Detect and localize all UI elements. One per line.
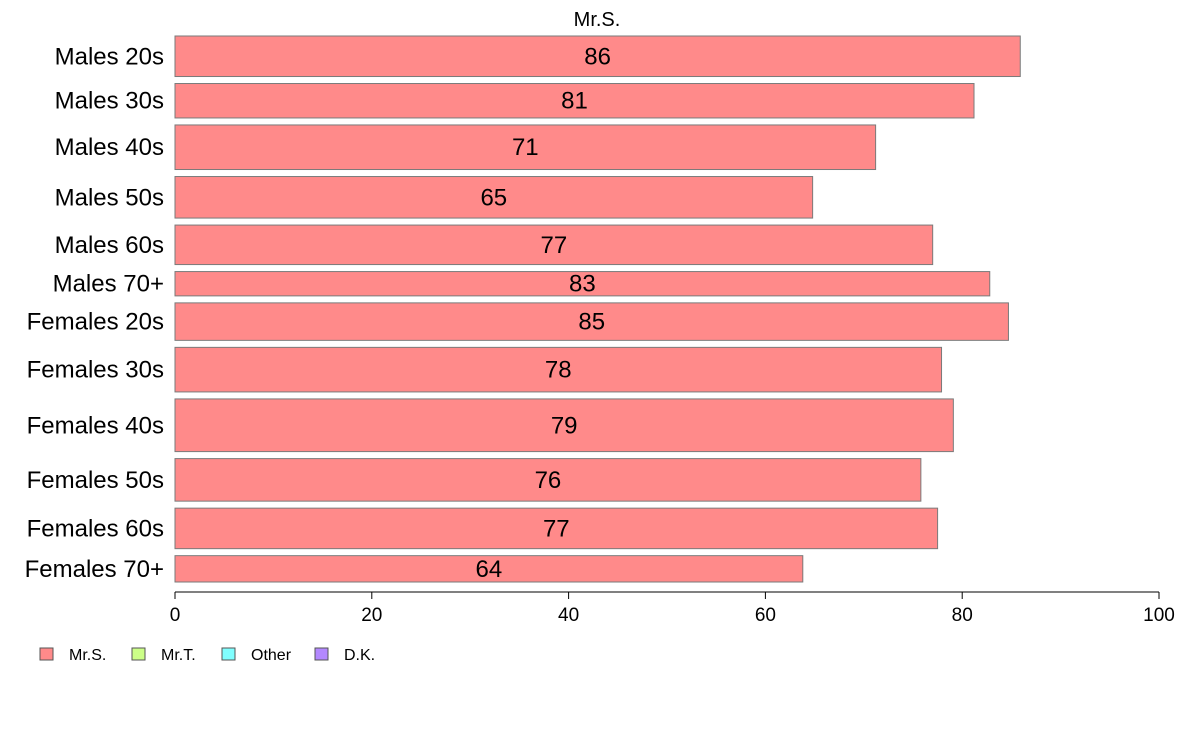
bar-value-label-1: 81 (561, 88, 588, 115)
category-label-10: Females 60s (27, 515, 164, 542)
bar-value-label-9: 76 (535, 467, 562, 494)
category-label-7: Females 30s (27, 357, 164, 384)
legend-swatch-2 (221, 647, 236, 661)
legend-label-1: Mr.T. (161, 647, 196, 664)
legend-label-3: D.K. (344, 647, 375, 664)
bar-value-label-0: 86 (584, 43, 611, 70)
bars-group (174, 35, 1021, 583)
category-label-6: Females 20s (27, 309, 164, 336)
bar-value-label-6: 85 (578, 309, 605, 336)
category-label-9: Females 50s (27, 467, 164, 494)
bar-9 (174, 458, 922, 502)
x-tick-label-3: 60 (755, 605, 776, 626)
bar-10 (174, 507, 939, 550)
x-tick-label-1: 20 (361, 605, 382, 626)
category-label-4: Males 60s (55, 232, 164, 259)
bar-5 (174, 271, 991, 297)
category-label-5: Males 70+ (53, 271, 164, 298)
category-label-2: Males 40s (55, 134, 164, 161)
bar-0 (174, 35, 1021, 78)
bar-value-label-7: 78 (545, 357, 572, 384)
bar-8 (174, 398, 954, 453)
legend-swatch-3 (314, 647, 329, 661)
bar-3 (174, 176, 814, 219)
legend-label-2: Other (251, 647, 292, 664)
legend-swatch-0 (39, 647, 54, 661)
bar-value-label-4: 77 (540, 232, 567, 259)
x-tick-label-4: 80 (952, 605, 973, 626)
bar-value-label-10: 77 (543, 515, 570, 542)
bar-value-label-11: 64 (476, 556, 503, 583)
legend: Mr.S. Mr.T. Other D.K. (39, 647, 375, 664)
bar-2 (174, 124, 877, 171)
legend-label-0: Mr.S. (69, 647, 106, 664)
x-tick-label-0: 0 (170, 605, 181, 626)
x-axis: 0 20 40 60 80 100 (170, 591, 1175, 626)
chart-title: Mr.S. (574, 9, 621, 31)
bar-1 (174, 83, 975, 119)
bar-6 (174, 302, 1009, 341)
bar-7 (174, 346, 943, 393)
category-label-3: Males 50s (55, 184, 164, 211)
category-label-0: Males 20s (55, 43, 164, 70)
category-label-8: Females 40s (27, 412, 164, 439)
x-tick-label-5: 100 (1143, 605, 1175, 626)
legend-swatch-1 (131, 647, 146, 661)
bar-4 (174, 224, 934, 266)
bar-11 (174, 555, 804, 583)
bar-value-label-5: 83 (569, 271, 596, 298)
bar-value-label-8: 79 (551, 412, 578, 439)
x-tick-label-2: 40 (558, 605, 579, 626)
bar-value-label-3: 65 (480, 184, 507, 211)
category-labels-group: Males 20s Males 30s Males 40s Males 50s Male… (25, 43, 164, 583)
category-label-11: Females 70+ (25, 556, 164, 583)
bar-value-label-2: 71 (512, 134, 539, 161)
category-label-1: Males 30s (55, 88, 164, 115)
